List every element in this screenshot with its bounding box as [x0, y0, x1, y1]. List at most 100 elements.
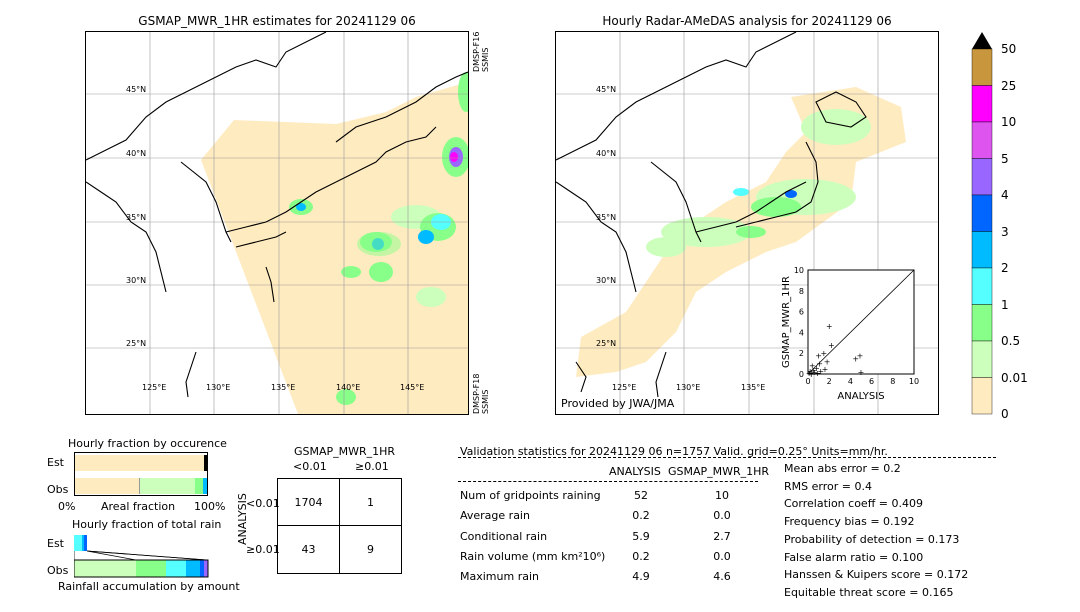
scatter-point: +	[858, 368, 865, 377]
validation-row-gsmap: 10	[715, 489, 729, 502]
tr-obs-seg-3	[166, 560, 186, 577]
rain-blob	[646, 237, 686, 257]
scatter-xtick: 6	[869, 377, 874, 386]
scatter-point: +	[808, 370, 815, 379]
occ-obs-bar-light	[139, 478, 196, 494]
tr-est-seg-1	[74, 535, 82, 551]
scatter-ylabel: GSMAP_MWR_1HR	[781, 276, 792, 368]
validation-row-label: Average rain	[460, 509, 530, 523]
validation-row-analysis: 52	[634, 489, 648, 502]
left-lat-25-label: 25°N	[126, 339, 146, 348]
contingency-row1: <0.01	[246, 497, 280, 510]
scatter-point: +	[821, 349, 828, 358]
occurrence-title: Hourly fraction by occurence	[68, 437, 227, 450]
scatter-point: +	[814, 369, 821, 378]
contingency-cell-ny: 1	[339, 478, 402, 526]
scatter-point: +	[808, 369, 815, 378]
occ-obs-label: Obs	[47, 483, 69, 496]
contingency-col1: <0.01	[293, 460, 327, 473]
rain-blob	[801, 109, 871, 145]
right-lat-35-label: 35°N	[596, 213, 616, 222]
validation-row-label: Maximum rain	[460, 570, 539, 584]
validation-score: Probability of detection = 0.173	[784, 532, 960, 546]
colorbar-segment	[971, 340, 993, 378]
rain-blob	[661, 217, 751, 247]
validation-row-label: Rain volume (mm km²10⁶)	[460, 549, 606, 563]
validation-row-analysis: 0.2	[632, 509, 650, 523]
scatter-point: +	[810, 366, 817, 375]
scatter-point: +	[816, 360, 823, 369]
colorbar-segment	[971, 267, 993, 305]
validation-row-gsmap: 0.0	[713, 509, 731, 523]
validation-score: Correlation coeff = 0.409	[784, 497, 923, 511]
tr-est-seg-3	[84, 535, 87, 551]
validation-header: Validation statistics for 20241129 06 n=…	[460, 445, 888, 458]
colorbar-tick-label: 2	[1001, 261, 1009, 275]
validation-row-analysis: 4.9	[632, 570, 650, 584]
occ-obs-bar-nonrain	[75, 478, 139, 494]
rain-blob	[357, 232, 401, 256]
left-lat-35-label: 35°N	[126, 213, 146, 222]
scatter-xtick: 0	[805, 377, 810, 386]
rain-blob	[418, 230, 434, 244]
validation-row-analysis: 5.9	[632, 529, 650, 543]
right-lon-130-label: 130°E	[676, 383, 700, 392]
scatter-ytick: 2	[799, 349, 804, 358]
sat-label-top: DMSP-F16 SSMIS	[472, 31, 490, 72]
colorbar-tick-label: 0.5	[1001, 334, 1021, 348]
right-lat-40-label: 40°N	[596, 149, 616, 158]
data-credit: Provided by JWA/JMA	[561, 397, 675, 410]
colorbar-tick-label: 25	[1001, 78, 1017, 93]
scatter-point: +	[852, 354, 859, 363]
rain-blob	[785, 190, 797, 198]
right-map-panel: 45°N 40°N 35°N 30°N 25°N 125°E 130°E 135…	[555, 31, 939, 415]
validation-score: False alarm ratio = 0.100	[784, 550, 924, 564]
sat-label-bottom: DMSP-F18 SSMIS	[472, 373, 490, 414]
rain-blob	[369, 262, 393, 282]
scatter-point: +	[822, 365, 829, 374]
contingency-row2: ≥0.01	[246, 543, 280, 556]
right-map-title: Hourly Radar-AMeDAS analysis for 2024112…	[602, 14, 892, 28]
occ-axis-left: 0%	[58, 500, 76, 513]
validation-row-label: Num of gridpoints raining	[460, 489, 601, 502]
colorbar-segment	[971, 85, 993, 123]
contingency-cell-nn: 1704	[277, 478, 340, 526]
left-lon-125-label: 125°E	[142, 383, 166, 392]
tr-est-label: Est	[47, 537, 64, 550]
scatter-point: +	[809, 362, 816, 371]
scatter-point: +	[815, 351, 822, 360]
rain-blob	[416, 287, 446, 307]
tr-obs-seg-5	[200, 560, 204, 577]
occurrence-plot	[74, 452, 208, 496]
scatter-ytick: 4	[799, 328, 804, 337]
validation-score: Mean abs error = 0.2	[784, 462, 901, 475]
colorbar-tick-label: 1	[1001, 297, 1009, 312]
colorbar-segment	[971, 158, 993, 196]
colorbar-tick-label: 0	[1001, 407, 1009, 421]
occ-axis-right: 100%	[194, 500, 226, 513]
contingency-cell-yy: 9	[339, 525, 402, 574]
colorbar-tick-label: 0.01	[1001, 370, 1028, 385]
left-map-coastlines	[86, 32, 468, 398]
scatter-point: +	[828, 341, 835, 350]
rain-blob	[296, 203, 306, 211]
scatter-point: +	[806, 369, 813, 378]
rain-blob	[751, 197, 801, 217]
left-map-coverage-area	[201, 82, 468, 414]
left-lon-130-label: 130°E	[206, 383, 230, 392]
occ-est-bar-rain	[204, 455, 207, 471]
scatter-point: +	[811, 368, 818, 377]
occ-est-label: Est	[47, 456, 64, 469]
left-lat-40-label: 40°N	[126, 149, 146, 158]
colorbar-segment	[971, 304, 993, 342]
scatter-ytick: 6	[799, 308, 804, 317]
scatter-point: +	[807, 367, 814, 376]
rain-blob	[733, 188, 749, 196]
validation-col-analysis: ANALYSIS	[609, 465, 661, 478]
scatter-point: +	[824, 358, 831, 367]
occ-obs-bar-moderate	[195, 478, 203, 494]
scatter-xtick: 8	[890, 377, 895, 386]
right-map-gridlines	[556, 32, 938, 414]
